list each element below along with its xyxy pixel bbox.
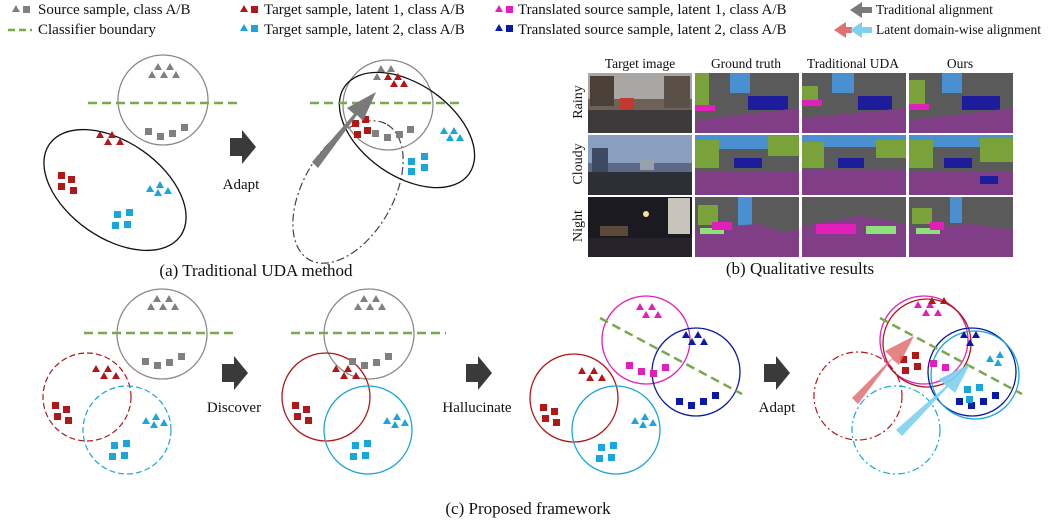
legend-target-l2-label: Target sample, latent 2, class A/B (264, 22, 465, 38)
panel-c-caption: (c) Proposed framework (445, 499, 611, 518)
target-l1-samples (58, 131, 124, 194)
adapt-label-c: Adapt (759, 400, 796, 416)
translated-l2-circle (927, 327, 1017, 417)
legend-trad-arrow (850, 2, 872, 18)
legend-latent-label: Latent domain-wise alignment (876, 22, 1041, 37)
translated-l1-circle (879, 295, 969, 385)
thumb-cloudy-gt (695, 135, 799, 195)
adapt-arrow-c (764, 356, 790, 390)
panel-a-after (292, 59, 476, 264)
target-l2-samples (596, 413, 657, 462)
legend-target-l1-label: Target sample, latent 1, class A/B (264, 2, 465, 18)
source-samples (372, 65, 414, 141)
original-latent2-circle (851, 385, 941, 475)
source-circle (117, 54, 209, 146)
col-header-gt: Ground truth (711, 56, 781, 71)
panel-a-caption: (a) Traditional UDA method (159, 261, 353, 280)
translated-l2-samples (676, 331, 719, 409)
panel-c: Discover (42, 288, 1023, 518)
target-l2-samples-aligned (964, 351, 1004, 403)
discover-arrow (222, 356, 248, 390)
adapt-label-a: Adapt (223, 177, 260, 193)
latent2-circle (571, 385, 661, 475)
legend-trans-l1-marker (495, 5, 513, 13)
aligned-target-ellipse (338, 71, 476, 189)
col-header-target: Target image (605, 56, 675, 71)
latent1-circle (529, 353, 619, 443)
target-l2-samples (109, 413, 168, 460)
translated-l2-circle (651, 327, 741, 417)
adapt-arrow-a (230, 130, 256, 164)
hallucinate-label: Hallucinate (442, 400, 511, 416)
traditional-alignment-arrow (312, 92, 376, 168)
latent1-alignment-arrow (852, 336, 914, 404)
legend-trans-l1-label: Translated source sample, latent 1, clas… (518, 2, 787, 18)
thumb-cloudy-ours (909, 135, 1013, 195)
panel-c-adapted (813, 295, 1023, 475)
row-label-rainy: Rainy (571, 85, 586, 118)
legend-trans-l2-marker (495, 24, 513, 32)
discover-label: Discover (207, 400, 261, 416)
latent1-circle (42, 352, 132, 442)
source-samples (145, 63, 188, 140)
thumb-night-target (588, 197, 692, 257)
thumb-cloudy-target (588, 135, 692, 195)
target-l1-samples (292, 365, 360, 424)
source-samples (142, 295, 185, 369)
translated-l1-samples (914, 301, 949, 371)
target-l2-samples (408, 127, 464, 175)
legend-latent-arrows (834, 22, 872, 38)
legend-target-l1-marker (240, 5, 258, 13)
classifier-boundary (599, 316, 743, 396)
latent2-circle (323, 385, 413, 475)
target-l1-samples-aligned (900, 297, 948, 374)
classifier-boundary (879, 316, 1023, 396)
source-circle (342, 59, 434, 151)
translated-l2-samples (956, 331, 999, 409)
thumb-rainy-trad (802, 73, 906, 133)
hallucinate-arrow (466, 356, 492, 390)
row-label-night: Night (571, 210, 586, 242)
translated-l1-samples (626, 303, 669, 377)
panel-a: Adapt (43, 54, 476, 280)
thumb-night-ours (909, 197, 1013, 257)
panel-c-initial (42, 288, 238, 475)
target-l2-samples (350, 413, 409, 460)
source-samples (349, 295, 392, 369)
thumb-rainy-gt (695, 73, 799, 133)
legend-target-l2-marker (240, 24, 258, 32)
original-target-ellipse (292, 120, 404, 264)
panel-c-hallucinated (529, 295, 743, 475)
row-label-cloudy: Cloudy (571, 143, 586, 184)
panel-b-caption: (b) Qualitative results (726, 259, 874, 278)
legend-boundary-label: Classifier boundary (38, 22, 156, 38)
col-header-trad: Traditional UDA (807, 56, 899, 71)
legend-source-label: Source sample, class A/B (38, 2, 190, 18)
target-l1-samples (52, 365, 120, 424)
aligned-latent2-circle (930, 330, 1020, 420)
translated-l1-circle (601, 295, 691, 385)
original-latent1-circle (813, 351, 903, 441)
target-l1-samples (540, 367, 606, 426)
latent2-circle (82, 385, 172, 475)
panel-c-discovered (281, 288, 446, 475)
thumb-night-gt (695, 197, 799, 257)
legend-trans-l2-label: Translated source sample, latent 2, clas… (518, 22, 787, 38)
target-l1-samples (352, 73, 408, 138)
thumb-night-trad (802, 197, 906, 257)
panel-a-before (43, 54, 240, 252)
thumb-rainy-target (588, 73, 692, 133)
legend-source-marker (12, 5, 30, 13)
legend-trad-label: Traditional alignment (876, 2, 993, 17)
latent1-circle (281, 352, 371, 442)
latent2-alignment-arrow (896, 364, 970, 436)
legend: Source sample, class A/B Classifier boun… (8, 2, 1041, 38)
thumb-rainy-ours (909, 73, 1013, 133)
thumb-cloudy-trad (802, 135, 906, 195)
col-header-ours: Ours (947, 56, 973, 71)
panel-b: Target image Ground truth Traditional UD… (571, 56, 1013, 278)
target-ellipse (43, 128, 187, 252)
target-l2-samples (112, 181, 172, 229)
